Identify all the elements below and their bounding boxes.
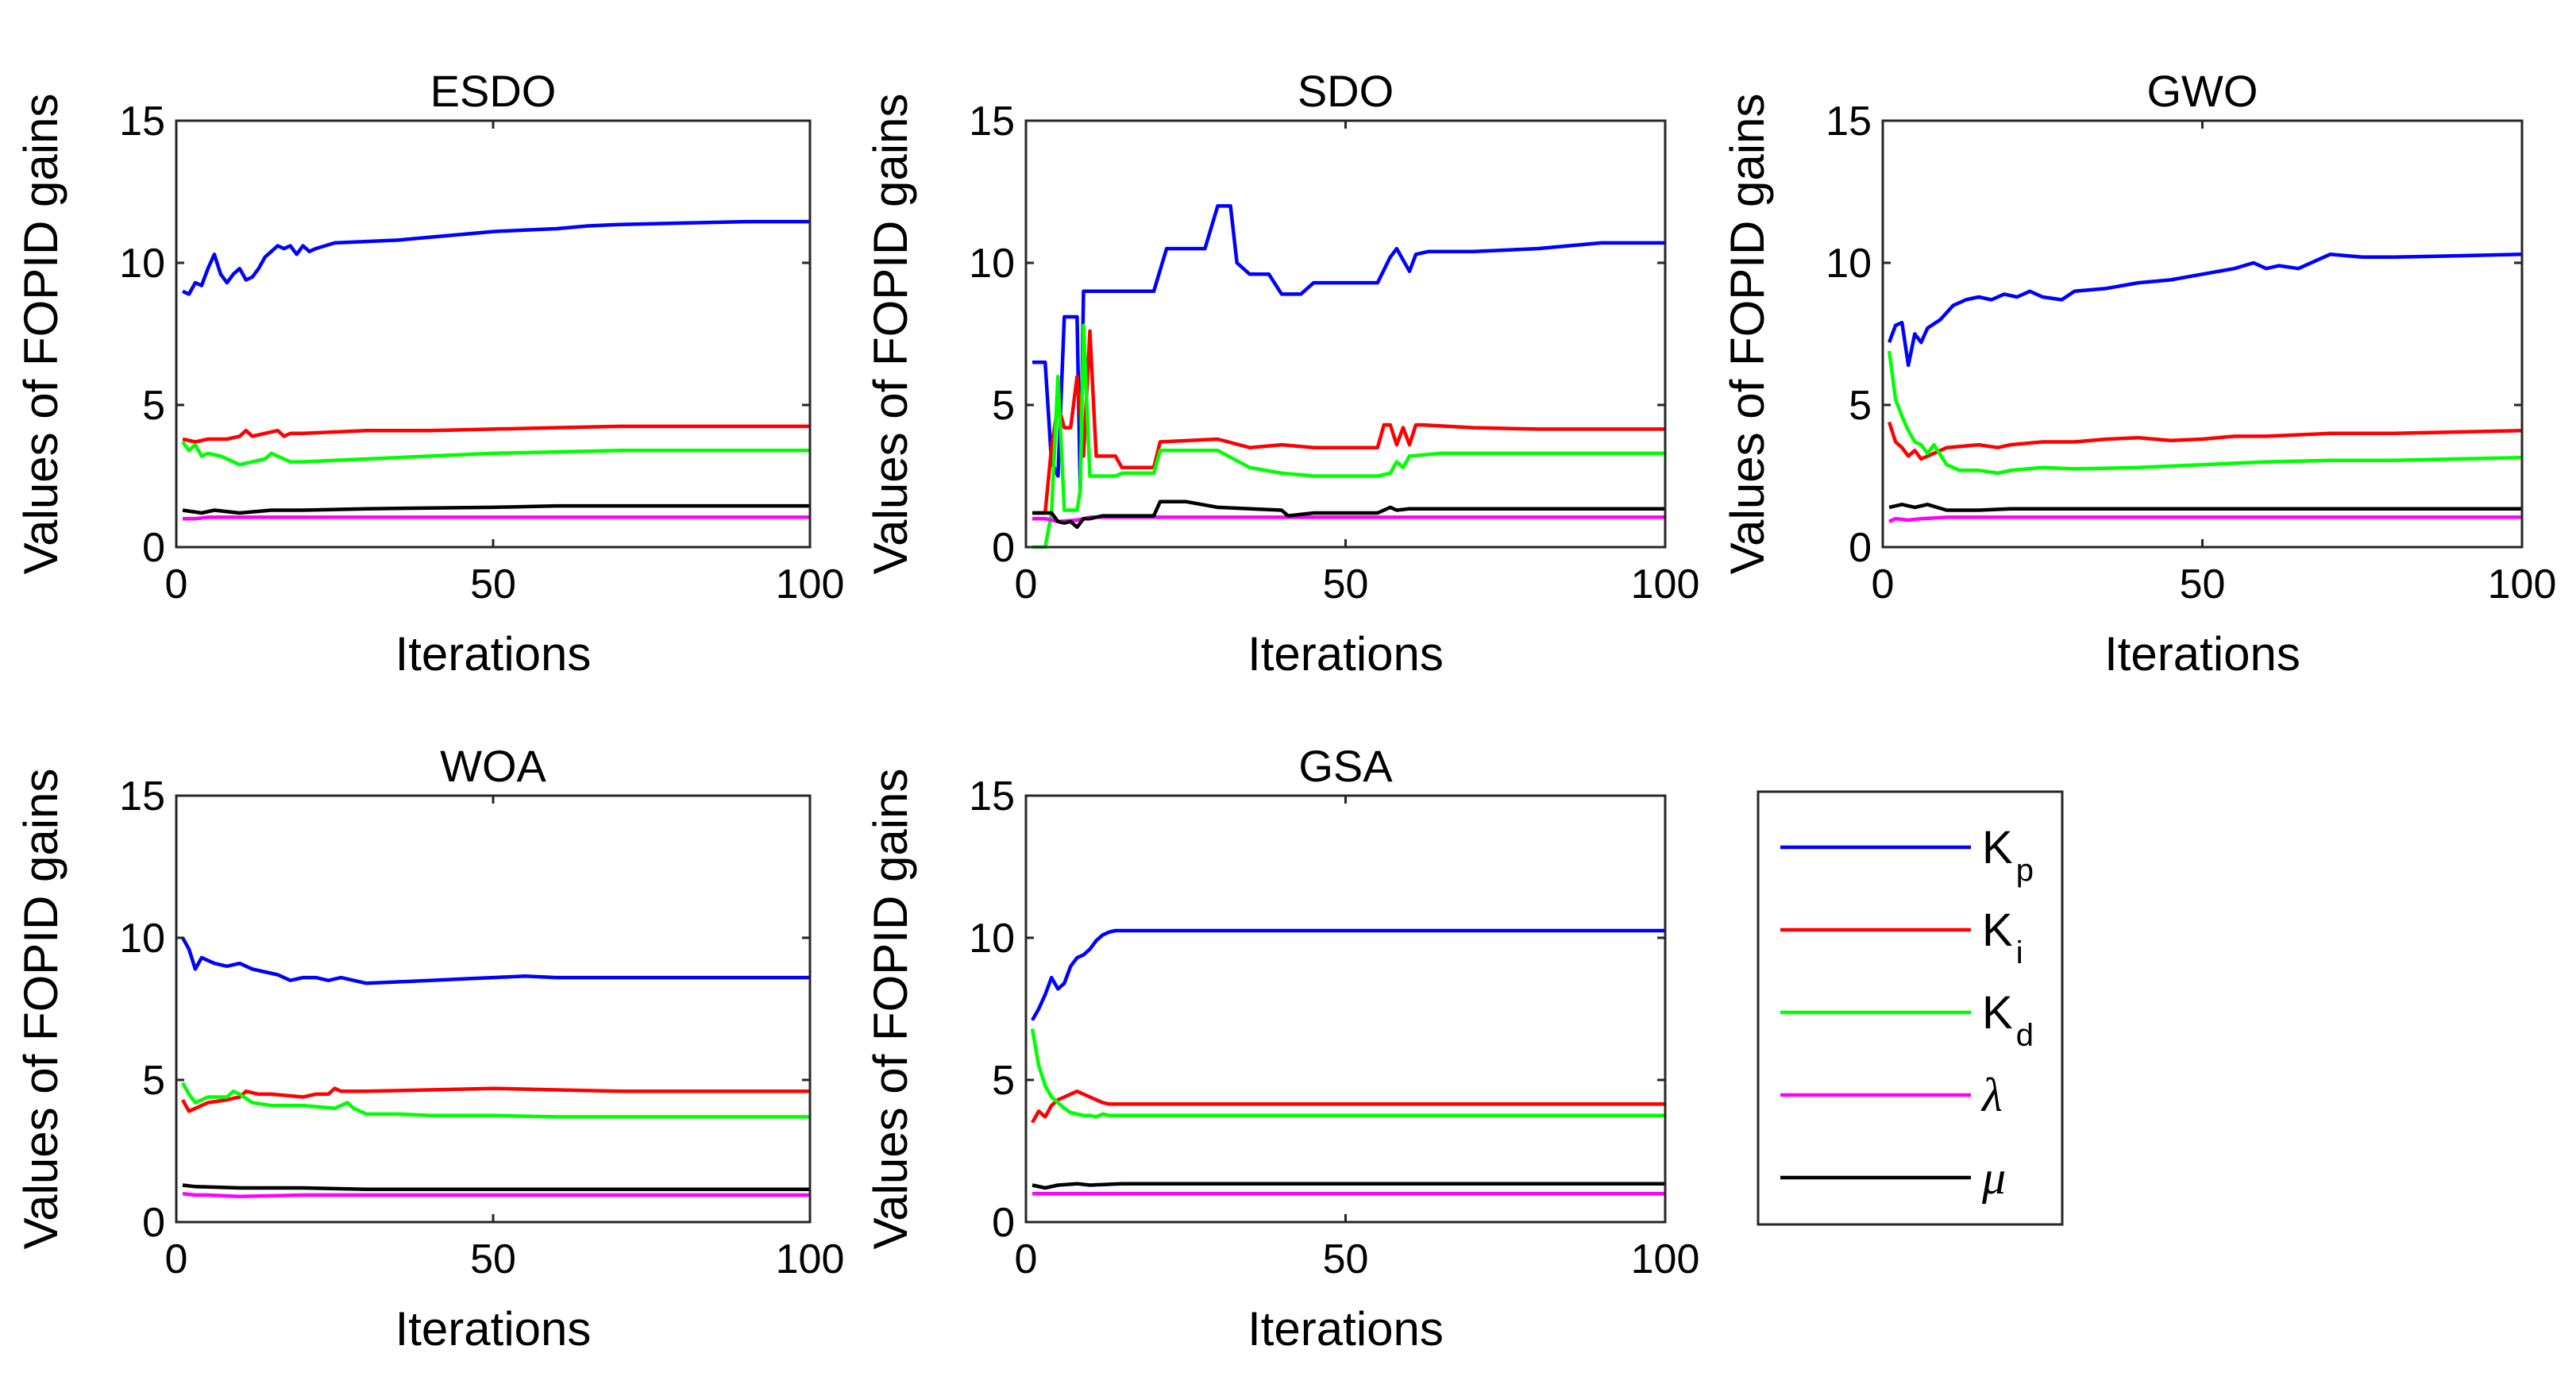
series-line-kd-gsa <box>1030 1028 1665 1119</box>
panel-esdo: 0 50 100 0 5 10 15 ESDO Iterations Values of FOPI… <box>14 66 844 681</box>
x-tick-label: 100 <box>1631 1236 1700 1282</box>
y-tick-label: 0 <box>992 1200 1015 1246</box>
y-tick-label: 15 <box>119 773 165 819</box>
panel-title-gsa: GSA <box>1298 741 1393 791</box>
x-tick-label: 0 <box>1015 561 1038 607</box>
y-tick-label: 5 <box>992 1058 1015 1104</box>
y-axis-label: Values of FOPID gains <box>1721 94 1774 575</box>
y-tick-label: 15 <box>1826 98 1872 145</box>
y-tick-label: 5 <box>992 383 1015 429</box>
x-tick-label: 0 <box>1872 561 1895 607</box>
series-line-kd-woa <box>181 1082 810 1119</box>
series-line-lambda-woa <box>182 1191 810 1199</box>
y-tick-label: 5 <box>142 1058 165 1104</box>
series-line-mu-gwo <box>1888 503 2522 512</box>
x-tick-label: 100 <box>776 1236 845 1282</box>
series-line-ki-sdo <box>1032 329 1665 515</box>
y-tick-label: 15 <box>969 773 1015 819</box>
series-line-ki-gwo <box>1887 421 2522 461</box>
series-line-ki-gsa <box>1031 1089 1665 1124</box>
series-line-kd-esdo <box>181 441 810 467</box>
y-tick-label: 10 <box>969 241 1015 287</box>
y-tick-label: 10 <box>119 916 165 962</box>
x-tick-label: 50 <box>2180 561 2226 607</box>
series-line-mu-sdo <box>1032 499 1665 530</box>
y-tick-label: 10 <box>119 241 165 287</box>
x-tick-label: 0 <box>1015 1236 1038 1282</box>
series-line-mu-woa <box>182 1183 810 1192</box>
series-line-kd-gwo <box>1887 350 2522 476</box>
x-tick-label: 50 <box>1323 561 1369 607</box>
x-axis-label: Iterations <box>2104 627 2300 681</box>
x-tick-label: 50 <box>470 1236 516 1282</box>
legend-label: λ <box>1980 1069 2003 1121</box>
legend-box <box>1757 790 2064 1226</box>
panel-sdo: 0 50 100 0 5 10 15 SDO Iterations Values of FOPID… <box>864 66 1699 681</box>
y-tick-label: 10 <box>969 916 1015 962</box>
series-line-kp-sdo <box>1032 204 1665 492</box>
x-axis-label: Iterations <box>1248 627 1444 681</box>
panel-woa: 0 50 100 0 5 10 15 WOA Iterations Values of FOPID… <box>14 741 844 1355</box>
plot-area-gwo <box>1883 121 2522 547</box>
x-tick-label: 0 <box>165 561 188 607</box>
y-axis-label: Values of FOPID gains <box>864 94 917 575</box>
x-tick-label: 50 <box>1323 1236 1369 1282</box>
series-line-ki-woa <box>181 1086 810 1113</box>
plot-area-gsa <box>1026 796 1665 1222</box>
x-axis-label: Iterations <box>395 627 592 681</box>
series-line-lambda-esdo <box>183 515 810 521</box>
y-tick-label: 15 <box>969 98 1015 145</box>
panel-gsa: 0 50 100 0 5 10 15 GSA Iterations Values of FOPID… <box>864 741 1699 1355</box>
panel-gwo: 0 50 100 0 5 10 15 GWO Iterations Values of FOPID… <box>1721 66 2556 681</box>
series-line-lambda-gwo <box>1888 515 2522 523</box>
series-line-mu-esdo <box>182 503 810 515</box>
y-tick-label: 0 <box>142 1200 165 1246</box>
x-tick-label: 100 <box>776 561 845 607</box>
y-tick-label: 0 <box>142 525 165 571</box>
series-line-ki-esdo <box>182 424 810 444</box>
y-axis-label: Values of FOPID gains <box>14 94 67 575</box>
y-tick-label: 0 <box>1849 525 1872 571</box>
y-axis-label: Values of FOPID gains <box>14 769 67 1250</box>
series-line-kp-woa <box>181 936 810 985</box>
panel-title-sdo: SDO <box>1298 66 1394 116</box>
x-tick-label: 0 <box>165 1236 188 1282</box>
y-tick-label: 10 <box>1826 241 1872 287</box>
y-tick-label: 0 <box>992 525 1015 571</box>
x-tick-label: 100 <box>1631 561 1700 607</box>
series-line-kp-gsa <box>1031 928 1665 1021</box>
plot-area-sdo <box>1026 121 1665 547</box>
series-line-mu-gsa <box>1032 1182 1665 1190</box>
legend-label: μ <box>1981 1151 2006 1204</box>
series-line-kd-sdo <box>1032 323 1665 549</box>
series-line-kp-esdo <box>182 219 810 296</box>
y-tick-label: 5 <box>1849 383 1872 429</box>
series-line-kp-gwo <box>1887 253 2522 368</box>
plot-area-woa <box>176 796 810 1222</box>
plot-area-esdo <box>176 121 810 547</box>
x-axis-label: Iterations <box>1248 1302 1444 1355</box>
panel-title-woa: WOA <box>440 741 546 791</box>
panel-title-gwo: GWO <box>2147 66 2258 116</box>
y-tick-label: 5 <box>142 383 165 429</box>
x-tick-label: 100 <box>2488 561 2557 607</box>
y-tick-label: 15 <box>119 98 165 145</box>
y-axis-label: Values of FOPID gains <box>864 769 917 1250</box>
x-tick-label: 50 <box>470 561 516 607</box>
panel-title-esdo: ESDO <box>430 66 557 116</box>
x-axis-label: Iterations <box>395 1302 592 1355</box>
